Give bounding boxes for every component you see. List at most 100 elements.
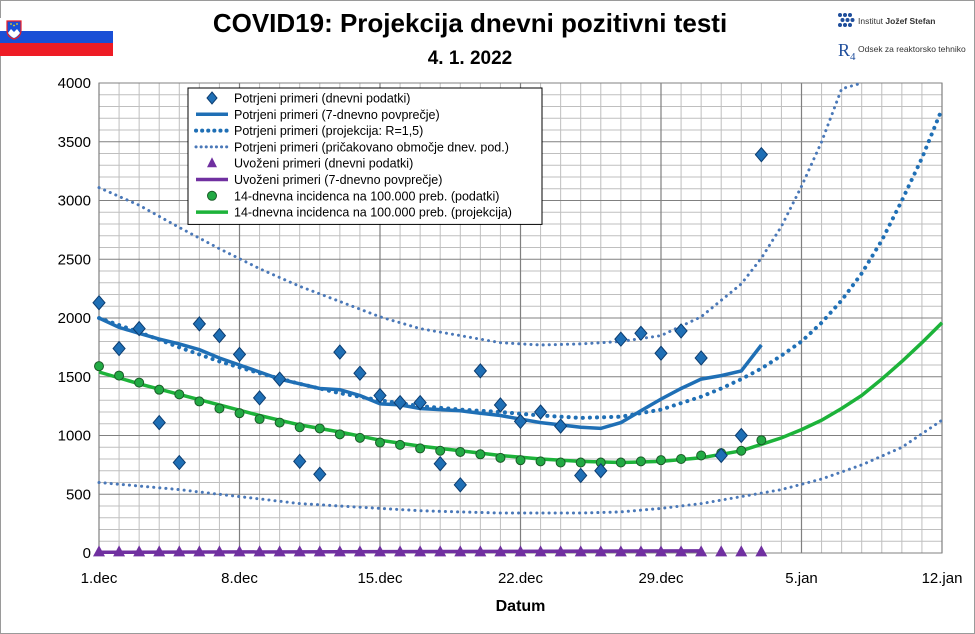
confirmed-point: [734, 427, 748, 444]
imported-point: [695, 545, 708, 557]
imported-point: [233, 545, 246, 557]
incidence-point: [555, 457, 566, 468]
imported-point: [113, 545, 126, 557]
incidence-point: [435, 445, 446, 456]
confirmed-point: [393, 394, 407, 411]
incidence-point: [455, 446, 466, 457]
y-tick-label: 3000: [58, 193, 91, 210]
confirmed-point: [232, 346, 247, 363]
legend-entry: 14-dnevna incidenca na 100.000 preb. (pr…: [234, 206, 512, 220]
r4-mark: R4: [838, 40, 856, 63]
chart-date: 4. 1. 2022: [427, 48, 513, 69]
x-tick-label: 8.dec: [221, 570, 258, 587]
imported-point: [133, 545, 146, 557]
imported-point: [333, 545, 346, 557]
incidence-point: [334, 429, 345, 440]
y-tick-label: 4000: [58, 75, 91, 92]
confirmed-point: [754, 146, 769, 163]
legend-symbol-triangle: [207, 157, 217, 168]
chart-title: COVID19: Projekcija dnevni pozitivni tes…: [212, 8, 728, 38]
incidence-point: [214, 403, 225, 414]
legend-symbol-circle: [207, 190, 217, 201]
confirmed-point: [353, 365, 367, 381]
legend: Potrjeni primeri (dnevni podatki) Potrjen…: [187, 87, 543, 225]
incidence-point: [415, 443, 426, 454]
confirmed-point: [614, 331, 628, 347]
confirmed-point: [594, 462, 608, 479]
confirmed-point: [714, 447, 728, 464]
legend-entry: Potrjeni primeri (pričakovano območje dn…: [234, 140, 509, 154]
confirmed-point: [92, 294, 106, 311]
confirmed-point: [654, 345, 668, 362]
confirmed-point: [192, 316, 207, 332]
x-tick-label: 22.dec: [498, 570, 544, 587]
confirmed-point: [533, 404, 548, 420]
imported-point: [253, 545, 266, 557]
legend-entry: Potrjeni primeri (projekcija: R=1,5): [234, 124, 423, 138]
confirmed-point: [252, 390, 267, 406]
incidence-point: [174, 389, 185, 400]
institute-name: Institut Jožef Stefan: [858, 16, 935, 26]
imported-point: [93, 545, 105, 557]
legend-entry: Potrjeni primeri (7-dnevno povprečje): [234, 108, 440, 122]
incidence-point: [314, 423, 325, 434]
imported-point: [193, 545, 206, 557]
department-name: Odsek za reaktorsko tehniko: [858, 44, 966, 54]
confirmed-point: [132, 320, 146, 337]
incidence-point: [134, 377, 145, 388]
confirmed-point: [433, 455, 447, 472]
legend-entry: Potrjeni primeri (dnevni podatki): [234, 92, 410, 106]
legend-entry: Uvoženi primeri (dnevni podatki): [234, 157, 413, 171]
legend-box: [187, 87, 543, 225]
confirmed-point: [493, 397, 508, 413]
incidence-point: [375, 437, 385, 448]
imported-point: [554, 545, 567, 557]
imported-point: [514, 545, 527, 557]
imported-point: [675, 545, 688, 557]
y-tick-label: 500: [66, 486, 91, 503]
incidence-point: [475, 449, 486, 460]
imported-point: [394, 545, 407, 557]
imported-point: [173, 545, 186, 557]
imported-point: [374, 545, 386, 557]
incidence-point: [676, 454, 687, 464]
series-layer: [92, 81, 944, 557]
confirmed-point: [172, 454, 186, 471]
confirmed-point: [212, 327, 227, 344]
incidence-point: [354, 432, 365, 443]
imported-point: [313, 545, 326, 557]
confirmed-point: [513, 413, 528, 430]
slovenia-flag-icon: [0, 18, 113, 56]
incidence-point: [756, 435, 767, 446]
confirmed-point: [112, 340, 126, 357]
y-tick-label: 3500: [58, 134, 91, 151]
x-tick-label: 29.dec: [638, 570, 684, 587]
x-axis-label: Datum: [496, 598, 546, 615]
imported-point: [494, 545, 507, 557]
imported-point: [414, 545, 427, 557]
imported-point: [213, 545, 226, 557]
incidence-point: [615, 457, 626, 468]
imported-point: [434, 545, 447, 557]
y-tick-label: 0: [83, 545, 91, 562]
confirmed-point: [473, 363, 488, 379]
y-tick-label: 2500: [58, 251, 91, 268]
y-tick-label: 1500: [58, 369, 91, 386]
incidence-point: [395, 439, 406, 450]
legend-entry: Uvoženi primeri (7-dnevno povprečje): [234, 173, 442, 187]
x-axis-ticks: 1.dec 8.dec 15.dec 22.dec 29.dec 5.jan 12.jan: [81, 570, 963, 587]
incidence-point: [515, 455, 526, 466]
legend-symbol-diamond: [206, 91, 218, 105]
imported-point: [755, 545, 768, 557]
confirmed-point: [333, 344, 347, 360]
confirmed-point: [574, 467, 588, 484]
imported-point: [293, 545, 306, 557]
confirmed-point: [293, 453, 307, 470]
series-confirmed-7day-avg: [98, 316, 763, 431]
y-tick-label: 2000: [58, 310, 91, 327]
ijs-logo-icon: Institut Jožef Stefan R4 Odsek za reakto…: [838, 13, 966, 63]
confirmed-point: [152, 414, 166, 431]
x-tick-label: 12.jan: [922, 570, 963, 587]
confirmed-point: [313, 466, 327, 483]
imported-point: [273, 545, 286, 557]
